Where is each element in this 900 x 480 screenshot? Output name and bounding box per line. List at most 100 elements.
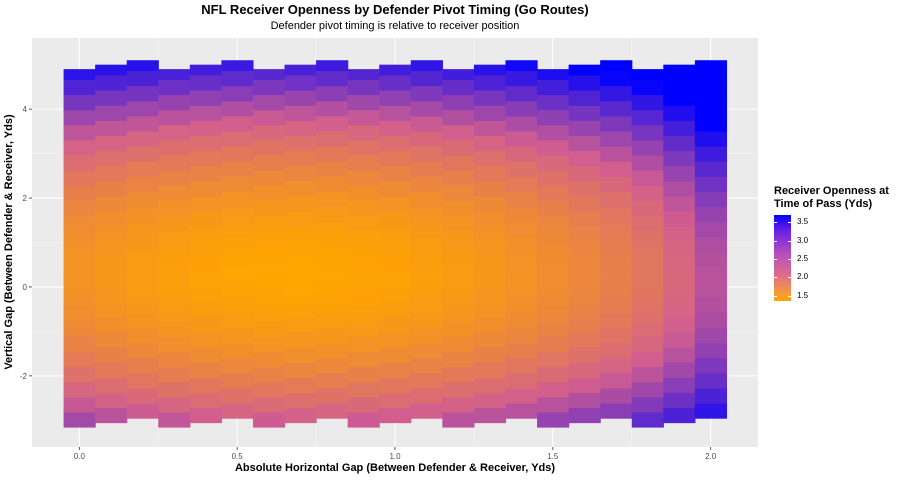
heatmap-tile xyxy=(347,290,380,307)
heatmap-tile xyxy=(568,105,601,121)
heatmap-tile xyxy=(473,226,507,242)
heatmap-tile xyxy=(631,336,664,353)
heatmap-tile xyxy=(126,85,159,102)
heatmap-tile xyxy=(694,130,728,147)
legend-title: Receiver Openness at Time of Pass (Yds) xyxy=(774,185,889,210)
heatmap-tile xyxy=(126,266,159,283)
heatmap-tile xyxy=(663,180,696,197)
heatmap-tile xyxy=(316,297,349,313)
heatmap-tile xyxy=(505,266,538,283)
heatmap-tile xyxy=(505,146,538,162)
heatmap-tile xyxy=(694,251,728,268)
heatmap-tile xyxy=(694,85,728,102)
heatmap-tile xyxy=(537,154,570,171)
heatmap-tile xyxy=(442,154,475,171)
heatmap-tile xyxy=(347,79,380,96)
heatmap-tile xyxy=(221,387,254,404)
heatmap-tile xyxy=(600,387,633,404)
heatmap-tile xyxy=(126,342,159,359)
heatmap-tile xyxy=(95,90,128,106)
heatmap-tile xyxy=(663,74,696,91)
heatmap-tile xyxy=(252,351,286,368)
heatmap-tile xyxy=(600,161,633,177)
x-tick-label: 1.5 xyxy=(547,452,559,461)
heatmap-tile xyxy=(473,271,507,288)
heatmap-tile xyxy=(473,241,507,257)
heatmap-tile xyxy=(158,79,191,96)
heatmap-tile xyxy=(189,346,222,363)
heatmap-tile xyxy=(473,286,507,303)
heatmap-tile xyxy=(126,297,159,313)
heatmap-tile xyxy=(126,161,159,177)
heatmap-tile xyxy=(221,251,254,268)
heatmap-tile xyxy=(537,260,570,277)
heatmap-tile xyxy=(600,70,633,87)
heatmap-tile xyxy=(600,236,633,253)
heatmap-tile xyxy=(537,200,570,216)
y-axis-title: Vertical Gap (Between Defender & Receive… xyxy=(3,114,15,370)
heatmap-tile xyxy=(189,90,222,106)
heatmap-tile xyxy=(537,381,570,398)
heatmap-tile xyxy=(442,381,475,398)
heatmap-tile xyxy=(63,411,96,428)
heatmap-tile xyxy=(694,176,728,192)
heatmap-tile xyxy=(316,372,349,389)
heatmap-tile xyxy=(410,191,443,208)
heatmap-tile xyxy=(379,256,412,272)
heatmap-tile xyxy=(505,357,538,374)
heatmap-tile xyxy=(126,146,159,162)
heatmap-tile xyxy=(537,185,570,201)
heatmap-tile xyxy=(63,275,96,292)
heatmap-tile xyxy=(221,297,254,313)
heatmap-tile xyxy=(284,241,317,257)
heatmap-tile xyxy=(600,282,633,298)
heatmap-tile xyxy=(63,396,96,413)
heatmap-tile xyxy=(252,306,286,322)
heatmap-tile xyxy=(537,94,570,111)
heatmap-tile xyxy=(410,266,443,283)
heatmap-tile xyxy=(189,64,222,76)
heatmap-tile xyxy=(316,161,349,177)
heatmap-tile xyxy=(473,135,507,152)
heatmap-tile xyxy=(95,195,128,212)
heatmap-tile xyxy=(284,256,317,272)
heatmap-tile xyxy=(189,392,222,409)
heatmap-tile xyxy=(473,316,507,333)
heatmap-tile xyxy=(694,402,728,419)
heatmap-tile xyxy=(189,256,222,272)
heatmap-tile xyxy=(505,115,538,132)
heatmap-tile xyxy=(410,402,443,419)
heatmap-tile xyxy=(347,351,380,368)
heatmap-tile xyxy=(473,180,507,197)
heatmap-tile xyxy=(95,407,128,424)
heatmap-tile xyxy=(663,90,696,106)
heatmap-tile xyxy=(126,176,159,192)
heatmap-tile xyxy=(473,301,507,318)
legend-tick-label: 1.5 xyxy=(797,290,809,300)
y-tick-label: 4 xyxy=(23,105,28,114)
heatmap-tile xyxy=(600,115,633,132)
heatmap-tile xyxy=(410,282,443,298)
heatmap-tile xyxy=(442,170,475,186)
heatmap-tile xyxy=(284,195,317,212)
heatmap-tile xyxy=(316,312,349,329)
heatmap-tile xyxy=(158,94,191,111)
heatmap-tile xyxy=(631,290,664,307)
heatmap-tile xyxy=(126,251,159,268)
heatmap-tile xyxy=(631,230,664,247)
heatmap-tile xyxy=(347,381,380,398)
heatmap-tile xyxy=(284,346,317,363)
heatmap-tile xyxy=(694,342,728,359)
heatmap-tile xyxy=(221,221,254,238)
heatmap-tile xyxy=(347,94,380,111)
heatmap-tile xyxy=(126,236,159,253)
heatmap-tile xyxy=(189,362,222,378)
heatmap-tile xyxy=(568,64,601,76)
heatmap-tile xyxy=(316,60,349,72)
heatmap-tile xyxy=(473,407,507,424)
heatmap-tile xyxy=(631,94,664,111)
heatmap-tile xyxy=(473,256,507,272)
heatmap-tile xyxy=(473,165,507,182)
heatmap-tile xyxy=(600,372,633,389)
heatmap-tile xyxy=(410,161,443,177)
